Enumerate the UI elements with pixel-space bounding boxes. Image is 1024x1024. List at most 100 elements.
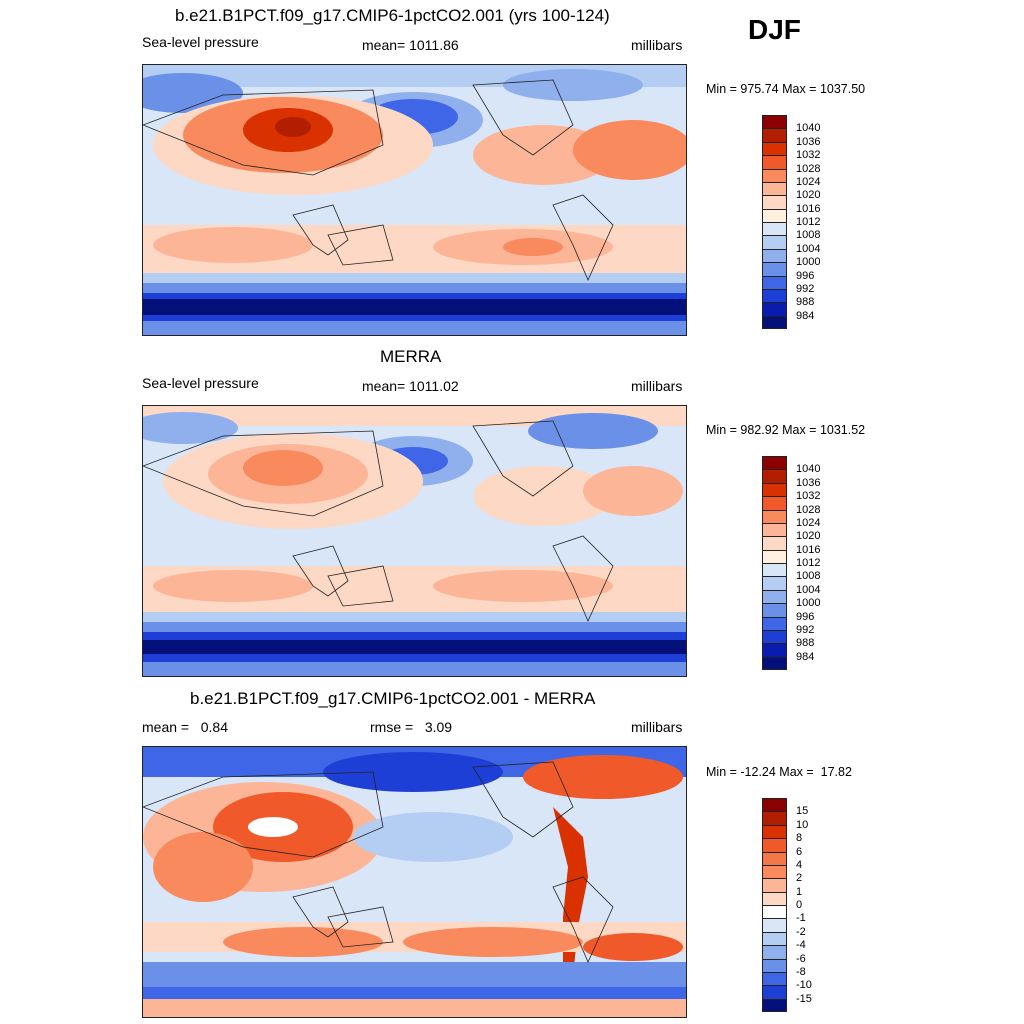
colorbar-swatch [762,824,787,839]
colorbar-tick-label: -2 [796,925,806,938]
colorbar-swatch [762,288,787,303]
colorbar-tick-label: 1036 [796,135,821,148]
south-america-outline [552,535,614,622]
southern-ocean-band-4 [143,640,686,654]
colorbar-tick-label: 992 [796,282,815,295]
southern-ocean-band-2 [143,283,686,295]
south-indian-high [153,227,313,263]
colorbar-frame [762,798,787,1012]
colorbar-tick-label: 2 [796,872,803,885]
colorbar-swatch [762,522,787,537]
colorbar-swatch [762,496,787,510]
panel3-map-canvas [143,747,686,1017]
panel1-slp-map [142,64,687,336]
south-pacific-positive [403,927,583,957]
colorbar-tick-label: 1024 [796,175,821,188]
colorbar-tick-label: 1000 [796,597,821,610]
africa-outline [292,886,349,938]
colorbar-swatch [762,315,787,329]
colorbar-tick-label: 1020 [796,530,821,543]
colorbar-tick-label: 996 [796,269,815,282]
colorbar-frame [762,115,787,329]
panel1-variable-label: Sea-level pressure [142,34,259,50]
colorbar-tick-label: 988 [796,637,815,650]
colorbar-swatch [762,616,787,630]
colorbar-tick-label: -6 [796,952,806,965]
colorbar-tick-label: 8 [796,832,803,845]
colorbar-swatch [762,155,787,169]
south-indian-high [153,570,313,602]
colorbar-swatch [762,456,787,470]
eurasia-outline [143,89,384,176]
southern-ocean-band-1 [143,612,686,624]
colorbar-tick-label: 15 [796,805,809,818]
colorbar-tick-label: 996 [796,610,815,623]
antarctic-positive-band [143,999,686,1017]
panel2-title: MERRA [380,347,442,366]
south-america-outline [552,194,614,281]
tropical-band [143,195,686,225]
icelandic-low [503,69,643,101]
colorbar-swatch [762,115,787,129]
colorbar-tick-label: 1016 [796,543,821,556]
colorbar-swatch [762,589,787,604]
north-america-outline [472,420,574,497]
colorbar-tick-label: 1012 [796,216,821,228]
colorbar-swatch [762,878,787,892]
panel3-units-label: millibars [631,719,683,735]
colorbar-tick-label: 1000 [796,256,821,269]
colorbar-swatch [762,851,787,865]
colorbar-tick-label: 4 [796,858,803,871]
tibet-negative [248,817,298,837]
colorbar-swatch [762,195,787,209]
panel1-map-canvas [143,65,686,335]
panel1-minmax: Min = 975.74 Max = 1037.50 [706,82,866,96]
colorbar-tick-label: -8 [796,965,806,978]
season-label: DJF [748,14,801,45]
south-america-outline [552,876,614,963]
colorbar-tick-label: 1036 [796,476,821,489]
north-america-outline [472,79,574,156]
colorbar-tick-label: 1028 [796,503,821,516]
north-america-outline [472,761,574,838]
colorbar-swatch [762,262,787,276]
colorbar-swatch [762,563,787,577]
colorbar-swatch [762,275,787,289]
colorbar-tick-label: 1040 [796,463,821,476]
colorbar-tick-label: 10 [796,818,809,831]
southern-ocean-band-2 [143,622,686,634]
colorbar-swatch [762,656,787,670]
siberian-high-core [243,450,323,486]
panel3-minmax: Min = -12.24 Max = 17.82 [706,765,852,779]
panel2-map-canvas [143,406,686,676]
southern-ocean-negative [143,962,686,987]
north-pacific-high [473,466,613,526]
colorbar-tick-label: 1028 [796,162,821,175]
colorbar-tick-label: 1 [796,885,803,898]
africa-positive [153,832,253,902]
colorbar-swatch [762,603,787,617]
arctic-pacific-negative [323,752,503,792]
colorbar-swatch [762,141,787,156]
eurasia-outline [143,430,384,517]
panel1-units-label: millibars [631,37,683,53]
colorbar-tick-label: 1008 [796,570,821,583]
colorbar-swatch [762,536,787,550]
colorbar-swatch [762,798,787,812]
colorbar-swatch [762,629,787,644]
colorbar-tick-label: 1032 [796,490,821,503]
colorbar-tick-label: 1024 [796,516,821,529]
colorbar-tick-label: 1032 [796,149,821,162]
colorbar-swatch [762,998,787,1012]
colorbar-tick-label: 992 [796,623,815,636]
colorbar-tick-label: 0 [796,899,803,911]
southern-ocean-band-1 [143,273,686,285]
north-atlantic-low [143,412,238,444]
panel2-variable-label: Sea-level pressure [142,375,259,391]
colorbar-swatch [762,222,787,236]
south-pacific-high [433,570,613,602]
colorbar-tick-label: -15 [796,992,812,1005]
colorbar-swatch [762,469,787,483]
colorbar-swatch [762,248,787,263]
colorbar-swatch [762,864,787,879]
